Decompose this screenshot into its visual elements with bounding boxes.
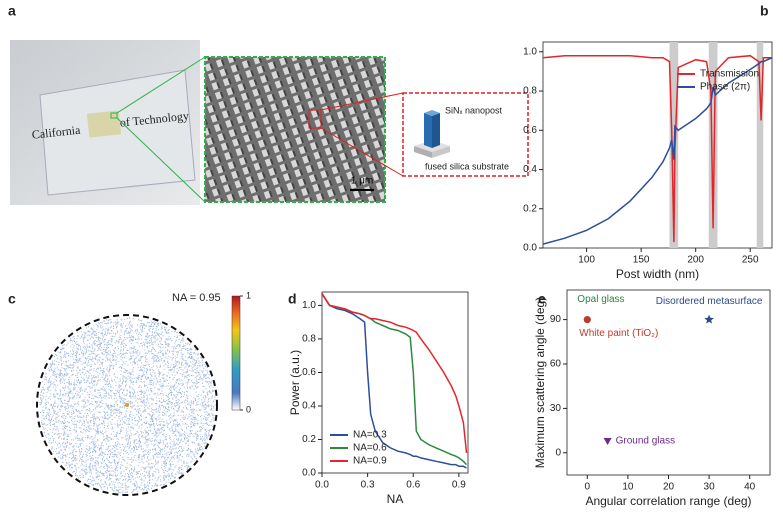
x-tick-label: 200 [687,255,704,266]
inset-label: fused silica substrate [425,161,509,171]
y-tick-label: 90 [550,314,562,325]
zoom-box [110,112,118,119]
colorbar-tick-label: 0 [246,404,251,414]
panel-label: a [8,3,16,19]
annotation: NA = 0.95 [172,292,221,304]
x-tick-label: 10 [622,482,634,493]
plot-frame [566,289,771,476]
y-tick-label: 0 [555,447,561,458]
x-tick-label: 0.9 [452,480,466,491]
panel-label: d [288,291,297,307]
x-tick-label: 250 [742,255,759,266]
legend-label: NA=0.3 [353,430,387,441]
scale-bar-label: 1 μm [351,176,373,187]
highlight-band [708,42,718,248]
panel-label: e [538,291,546,307]
point-label: Ground glass [616,436,675,447]
x-tick-label: 0.0 [315,480,329,491]
y-tick-label: 0.0 [302,468,316,479]
colorbar-tick-label: 1 [246,290,251,300]
substrate [414,146,432,158]
point-label: Opal glass [577,294,624,305]
marker [603,437,612,445]
inset-label: SiNₓ nanopost [445,105,502,115]
highlight-band [756,42,764,248]
y-tick-label: 0.8 [523,86,537,97]
x-axis-label: NA [387,492,404,506]
panel-label: c [8,291,16,307]
plot-frame [321,291,469,474]
legend-label: NA=0.9 [353,456,387,467]
x-tick-label: 0.3 [361,480,375,491]
series-line [321,293,468,466]
y-tick-label: 1.0 [523,46,537,57]
zoom-line [116,117,206,203]
point-label: Disordered metasurface [656,296,763,307]
photo-text: California [31,123,82,142]
zoom-box [308,109,322,129]
x-tick-label: 0 [585,482,591,493]
zoom-line [320,92,404,111]
y-tick-label: 0.6 [302,367,316,378]
plot-frame [542,41,773,249]
x-tick-label: 150 [633,255,650,266]
y-tick-label: 0.2 [302,434,316,445]
point-label: White paint (TiO₂) [579,328,658,339]
y-tick-label: 0.6 [523,125,537,136]
x-axis-label: Angular correlation range (deg) [585,494,751,508]
legend-label: Phase (2π) [700,82,750,93]
y-axis-label: Maximum scattering angle (deg) [533,297,547,468]
y-tick-label: 0.8 [302,334,316,345]
substrate [432,146,450,158]
x-axis-label: Post width (nm) [616,267,699,281]
series-line [542,57,773,245]
sem-image [204,56,386,203]
legend-label: NA=0.6 [353,443,387,454]
nanopost [432,113,440,148]
zoom-line [116,56,206,114]
na-boundary [36,314,218,496]
colorbar [231,295,241,411]
legend-label: Transmission [700,69,759,80]
x-tick-label: 30 [704,482,716,493]
sample [86,110,122,138]
speckle-pattern [39,316,216,494]
y-tick-label: 0.0 [523,243,537,254]
zoom-line [320,127,404,177]
x-tick-label: 0.6 [406,480,420,491]
x-tick-label: 20 [663,482,675,493]
y-tick-label: 0.4 [302,401,316,412]
y-axis-label: Power (a.u.) [288,350,302,415]
y-tick-label: 1.0 [302,300,316,311]
panel-label: b [760,3,769,19]
y-tick-label: 0.2 [523,203,537,214]
inset [402,92,529,177]
y-tick-label: 60 [550,359,562,370]
y-tick-label: 0.4 [523,164,537,175]
marker [704,314,714,324]
series-line [321,293,468,453]
series-line [542,54,772,243]
y-tick-label: 30 [550,403,562,414]
nanopost [424,113,432,148]
marker [583,316,591,324]
x-tick-label: 40 [744,482,756,493]
x-tick-label: 100 [578,255,595,266]
center-spot [125,403,129,407]
series-line [321,293,467,469]
